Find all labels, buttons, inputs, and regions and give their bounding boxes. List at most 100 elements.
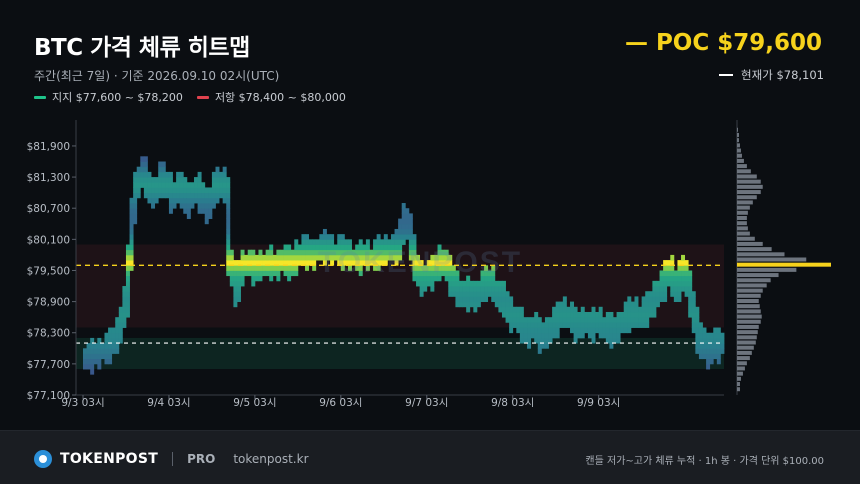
- heat-cell: [262, 260, 267, 266]
- heat-cell: [215, 192, 220, 199]
- heat-cell: [208, 213, 213, 219]
- heat-cell: [469, 286, 474, 292]
- heat-cell: [251, 254, 256, 261]
- heat-cell: [247, 270, 252, 277]
- heat-cell: [448, 260, 453, 266]
- heat-cell: [172, 203, 177, 209]
- heat-cell: [670, 265, 675, 271]
- heat-cell: [140, 177, 145, 183]
- heat-cell: [93, 353, 98, 360]
- heat-cell: [347, 239, 352, 245]
- heat-cell: [390, 254, 395, 261]
- heat-cell: [491, 286, 496, 292]
- heat-cell: [602, 327, 607, 334]
- heat-cell: [552, 327, 557, 334]
- heat-cell: [405, 213, 410, 219]
- heat-cell: [269, 254, 274, 261]
- heat-cell: [251, 249, 256, 256]
- heat-cell: [322, 244, 327, 251]
- heat-cell: [652, 311, 657, 318]
- heat-cell: [487, 286, 492, 292]
- heat-cell: [100, 343, 105, 349]
- heat-cell: [587, 332, 592, 339]
- heat-cell: [222, 197, 227, 204]
- heat-cell: [677, 265, 682, 271]
- heat-cell: [616, 317, 621, 323]
- heat-cell: [423, 270, 428, 277]
- heat-cell: [426, 275, 431, 282]
- profile-bar: [737, 345, 754, 350]
- heat-cell: [351, 254, 356, 261]
- profile-bar: [737, 241, 763, 246]
- legend-resistance: 저항 $78,400 ~ $80,000: [196, 89, 346, 105]
- heat-cell: [330, 234, 335, 240]
- heat-cell: [319, 244, 324, 251]
- profile-bar: [737, 148, 741, 153]
- heat-cell: [616, 322, 621, 328]
- heat-cell: [118, 311, 123, 318]
- heat-cell: [681, 270, 686, 277]
- heat-cell: [143, 187, 148, 194]
- heat-cell: [673, 296, 678, 303]
- heat-cell: [115, 317, 120, 323]
- heat-cell: [229, 260, 234, 266]
- heat-cell: [698, 348, 703, 354]
- heat-cell: [405, 223, 410, 230]
- heat-cell: [115, 343, 120, 349]
- heat-cell: [151, 177, 156, 183]
- heat-cell: [190, 187, 195, 194]
- heat-cell: [695, 306, 700, 313]
- heat-cell: [233, 286, 238, 292]
- heat-cell: [136, 171, 141, 178]
- heat-cell: [394, 239, 399, 245]
- heat-cell: [544, 322, 549, 328]
- profile-bar: [737, 132, 739, 137]
- heat-cell: [659, 280, 664, 287]
- heat-cell: [108, 327, 113, 334]
- profile-bar: [737, 387, 740, 392]
- heat-cell: [108, 353, 113, 360]
- heat-cell: [129, 254, 134, 261]
- heat-cell: [702, 343, 707, 349]
- heat-cell: [451, 275, 456, 282]
- heat-cell: [684, 260, 689, 266]
- heat-cell: [176, 197, 181, 204]
- heat-cell: [677, 286, 682, 292]
- heat-cell: [555, 311, 560, 318]
- heat-cell: [509, 327, 514, 334]
- heat-cell: [523, 322, 528, 328]
- heat-cell: [240, 254, 245, 261]
- heat-cell: [305, 265, 310, 271]
- heat-cell: [133, 171, 138, 178]
- heat-cell: [612, 322, 617, 328]
- heat-cell: [720, 337, 725, 344]
- profile-bar: [737, 356, 750, 361]
- heat-cell: [233, 296, 238, 303]
- heat-cell: [537, 317, 542, 323]
- heat-cell: [466, 280, 471, 287]
- heat-cell: [176, 187, 181, 194]
- heat-cell: [290, 260, 295, 266]
- heat-cell: [430, 265, 435, 271]
- heat-cell: [211, 182, 216, 188]
- heat-cell: [197, 182, 202, 188]
- heat-cell: [172, 197, 177, 204]
- heat-cell: [330, 254, 335, 261]
- heat-cell: [709, 343, 714, 349]
- heat-cell: [562, 311, 567, 318]
- heat-cell: [151, 187, 156, 194]
- heat-cell: [448, 280, 453, 287]
- heat-cell: [183, 177, 188, 183]
- heat-cell: [373, 244, 378, 251]
- heat-cell: [251, 280, 256, 287]
- heat-cell: [390, 239, 395, 245]
- heat-cell: [509, 317, 514, 323]
- heat-cell: [104, 353, 109, 360]
- heat-cell: [233, 270, 238, 277]
- heat-cell: [86, 348, 91, 354]
- heat-cell: [659, 296, 664, 303]
- heat-cell: [484, 275, 489, 282]
- brand-url[interactable]: tokenpost.kr: [233, 452, 309, 466]
- heat-cell: [168, 182, 173, 188]
- heat-cell: [269, 265, 274, 271]
